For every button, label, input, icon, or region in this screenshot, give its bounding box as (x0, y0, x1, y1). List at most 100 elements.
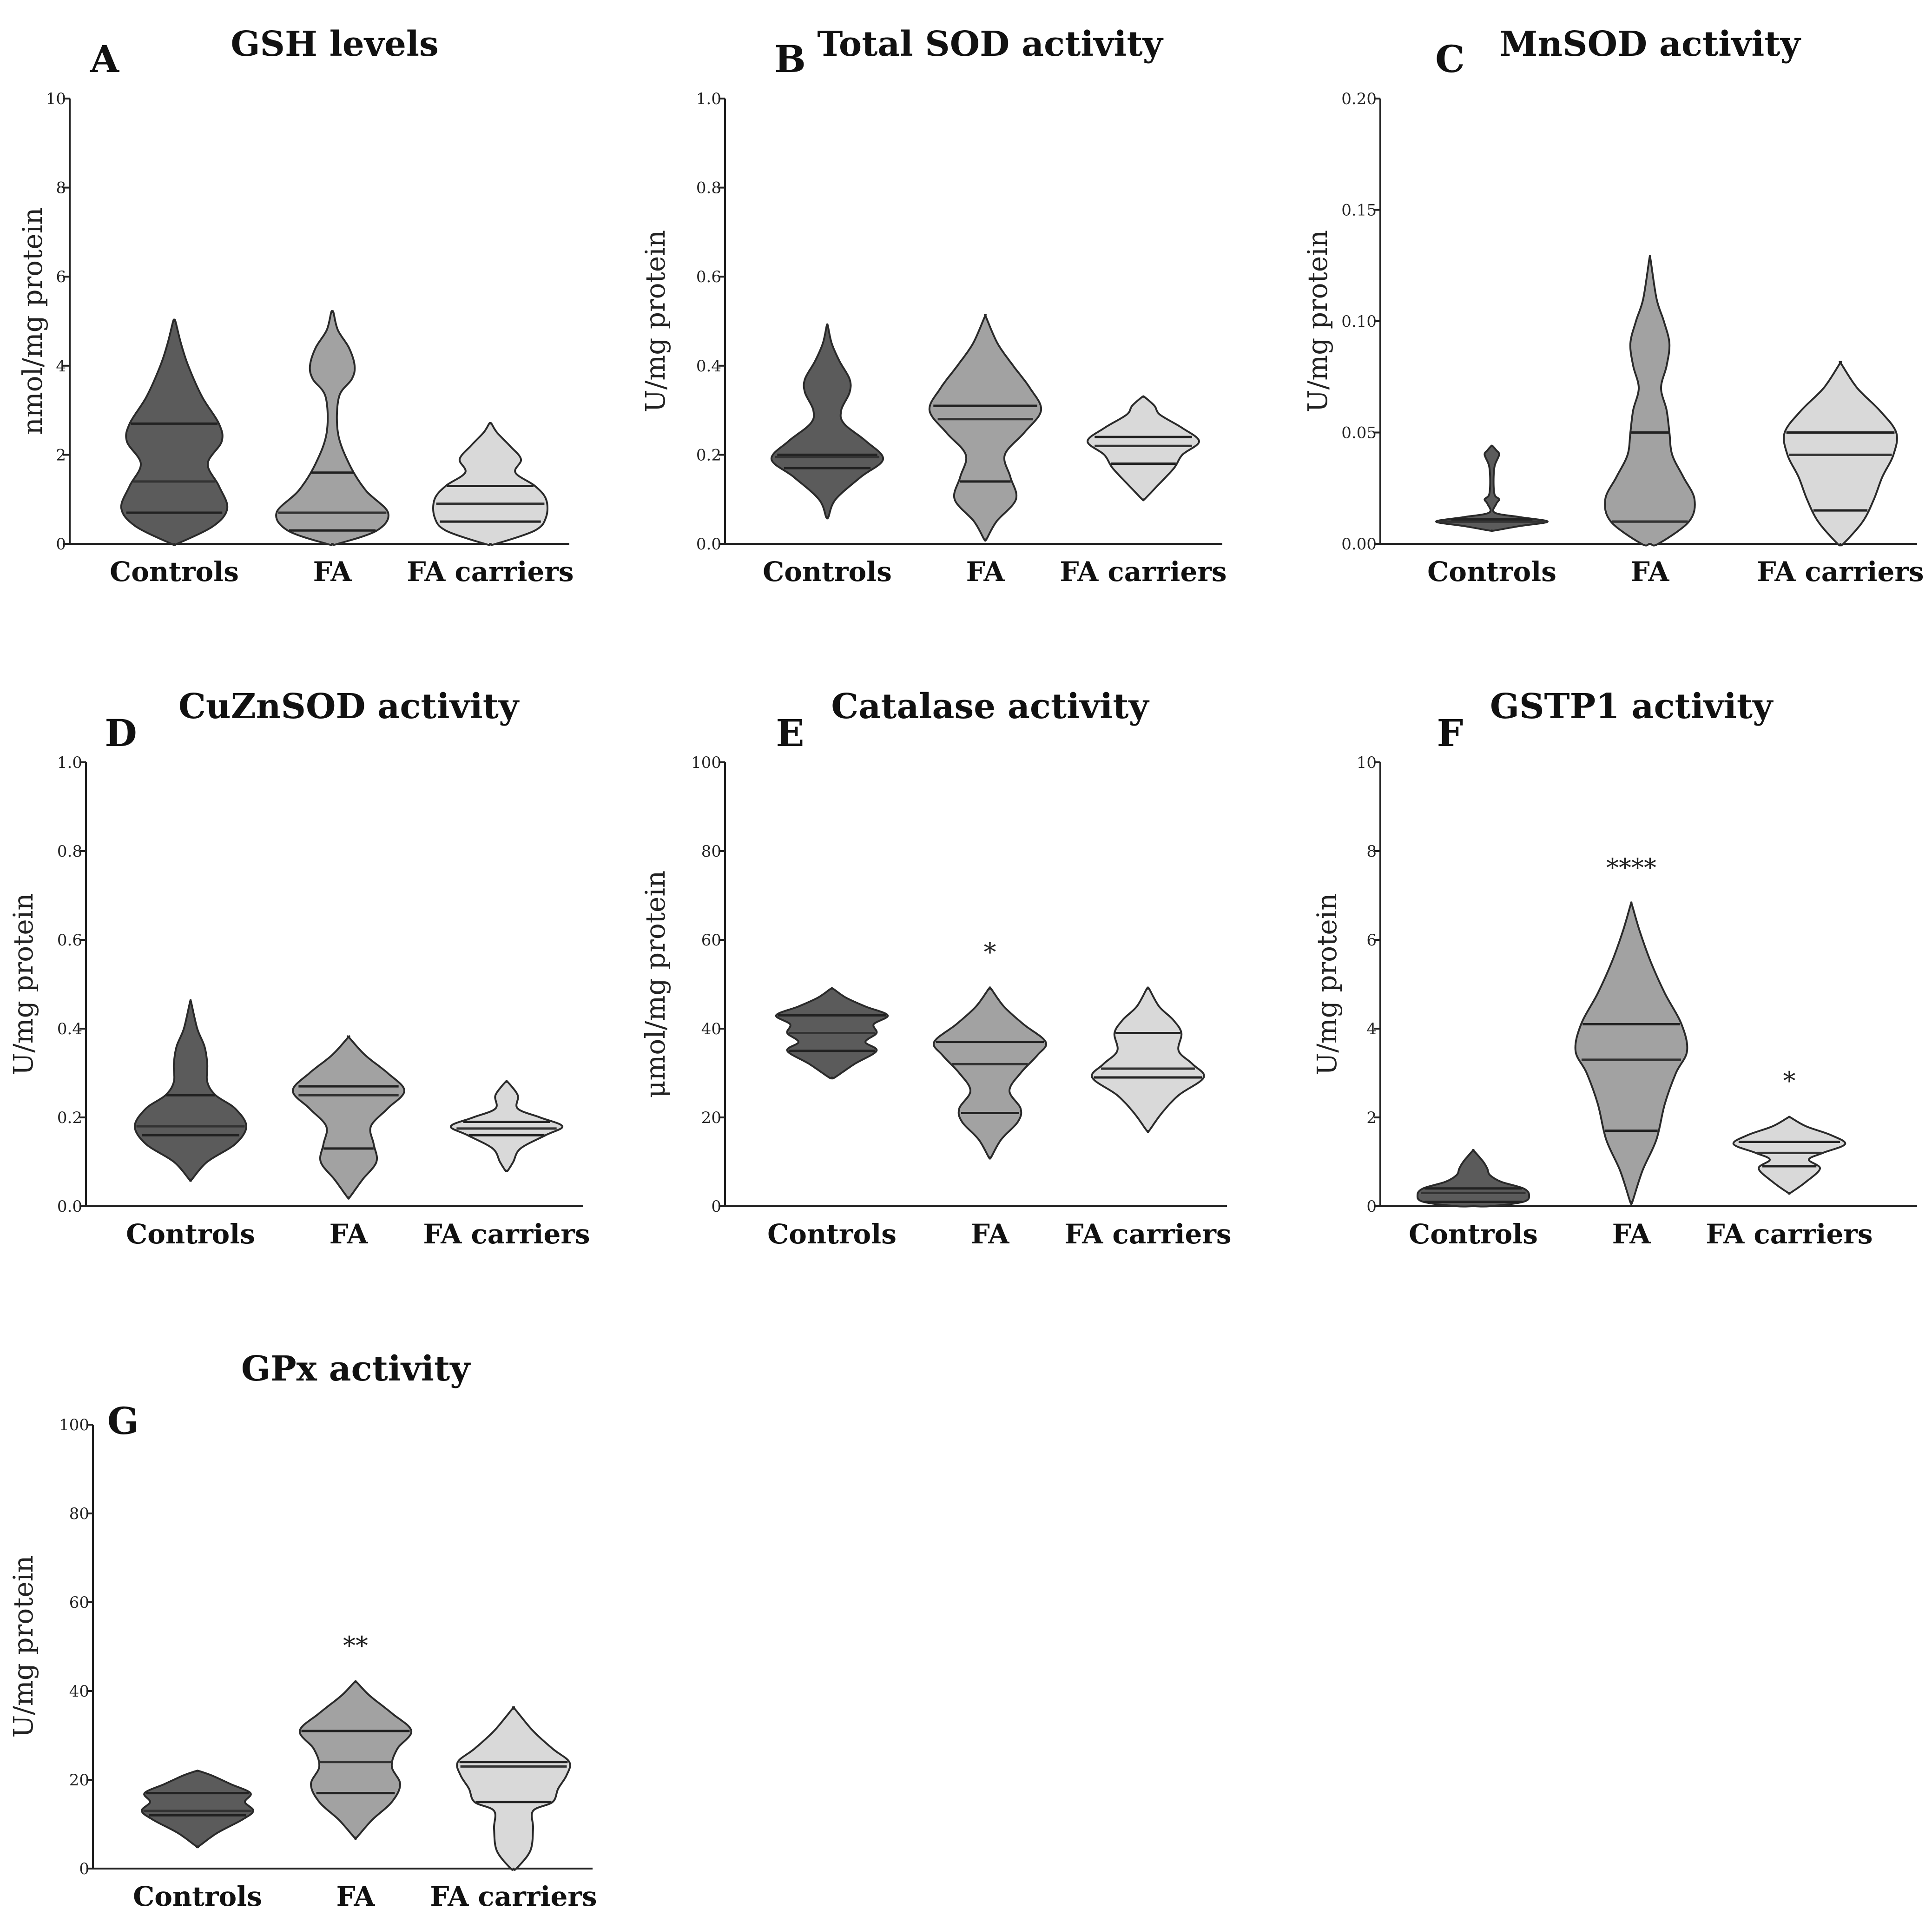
violin-controls (141, 1770, 254, 1849)
x-tick-label: Controls (126, 1218, 255, 1250)
violin-controls (133, 999, 248, 1182)
violin-fa-carriers (1086, 395, 1200, 502)
y-tick-label: 0.0 (57, 1197, 82, 1216)
y-axis-label: U/mg protein (1302, 230, 1333, 412)
x-tick-label: Controls (767, 1218, 897, 1250)
x-tick-label: Controls (763, 556, 892, 588)
violin-fa-carriers (456, 1706, 571, 1871)
x-tick-label: Controls (110, 556, 239, 588)
y-tick-label: 1.0 (57, 753, 82, 772)
violin-fa (299, 1680, 412, 1840)
panel-c: MnSOD activity C U/mg protein 0.00 0.05 0.10 0… (1302, 24, 1924, 588)
significance-marker: * (1783, 1066, 1796, 1096)
y-tick-label: 0 (56, 535, 66, 554)
significance-marker: * (984, 938, 996, 967)
x-tick-label: FA (966, 556, 1005, 588)
violin-fa (291, 1035, 406, 1200)
y-tick-label: 20 (69, 1771, 89, 1790)
x-tick-label: Controls (133, 1881, 262, 1912)
y-tick-label: 20 (701, 1109, 721, 1127)
panel-letter: E (776, 711, 804, 755)
y-tick-label: 4 (56, 357, 66, 376)
y-axis-label: nmol/mg protein (17, 207, 48, 435)
y-tick-label: 0.00 (1341, 535, 1377, 554)
y-tick-label: 8 (1366, 842, 1377, 861)
x-tick-label: FA carriers (1060, 556, 1226, 588)
y-tick-label: 0.15 (1341, 201, 1377, 220)
panel-title: Catalase activity (831, 687, 1149, 727)
panel-b: Total SOD activity B U/mg protein 0.0 0.2 0.4… (640, 24, 1227, 588)
y-tick-label: 0.05 (1341, 424, 1377, 443)
violin-fa-carriers (1732, 1116, 1846, 1195)
y-tick-label: 100 (691, 753, 721, 772)
y-tick-label: 0.8 (696, 179, 721, 198)
violin-fa (1574, 901, 1688, 1205)
y-tick-label: 60 (701, 931, 721, 950)
violin-fa-carriers (432, 422, 548, 546)
y-tick-label: 0.6 (57, 931, 82, 950)
violin-controls (1435, 444, 1549, 532)
x-tick-label: FA carriers (1757, 556, 1924, 588)
y-tick-label: 0.4 (57, 1020, 82, 1038)
y-tick-label: 0.2 (57, 1109, 82, 1127)
y-tick-label: 0.8 (57, 842, 82, 861)
violin-fa (928, 314, 1042, 542)
x-tick-label: FA (336, 1881, 376, 1912)
y-tick-label: 0.4 (696, 357, 721, 376)
panel-title: CuZnSOD activity (178, 687, 520, 727)
panel-title: MnSOD activity (1499, 24, 1801, 64)
y-axis-label: U/mg protein (7, 1555, 39, 1737)
panel-letter: D (105, 711, 137, 755)
panel-title: GSH levels (231, 24, 438, 64)
y-tick-label: 0.10 (1341, 312, 1377, 331)
x-tick-label: FA carriers (1064, 1218, 1231, 1250)
y-tick-label: 0 (1366, 1197, 1377, 1216)
y-tick-label: 80 (69, 1505, 89, 1523)
panel-letter: B (774, 37, 806, 81)
y-tick-label: 10 (1357, 753, 1377, 772)
panel-f: GSTP1 activity F U/mg protein 0 2 4 6 8 10 Contro… (1311, 687, 1917, 1250)
violin-fa-carriers (1091, 986, 1205, 1133)
violin-fa (275, 310, 389, 546)
x-tick-label: FA (1631, 556, 1670, 588)
significance-marker: ** (343, 1631, 368, 1660)
y-tick-label: 4 (1366, 1020, 1377, 1038)
y-axis-label: U/mg protein (7, 893, 39, 1075)
x-tick-label: FA (313, 556, 352, 588)
y-axis-label: μmol/mg protein (640, 871, 671, 1098)
violin-fa (932, 986, 1048, 1160)
x-tick-label: FA carriers (1706, 1218, 1873, 1250)
y-tick-label: 1.0 (696, 90, 721, 108)
y-tick-label: 0.6 (696, 268, 721, 286)
y-tick-label: 40 (69, 1682, 89, 1701)
x-tick-label: FA carriers (430, 1881, 597, 1912)
violin-controls (771, 323, 884, 520)
y-axis-label: U/mg protein (1311, 893, 1343, 1075)
panel-letter: C (1435, 37, 1465, 81)
panel-title: Total SOD activity (817, 24, 1163, 64)
y-tick-label: 10 (46, 90, 66, 108)
x-tick-label: Controls (1409, 1218, 1538, 1250)
x-tick-label: FA carriers (423, 1218, 590, 1250)
y-tick-label: 0.20 (1341, 90, 1377, 108)
y-axis-label: U/mg protein (640, 230, 671, 412)
violin-fa-carriers (450, 1080, 563, 1173)
y-tick-label: 80 (701, 842, 721, 861)
y-tick-label: 0.0 (696, 535, 721, 554)
significance-marker: **** (1606, 853, 1656, 883)
y-tick-label: 60 (69, 1593, 89, 1612)
x-tick-label: FA carriers (407, 556, 574, 588)
y-tick-label: 0 (79, 1860, 89, 1878)
y-tick-label: 8 (56, 179, 66, 198)
panel-title: GPx activity (241, 1349, 471, 1389)
y-tick-label: 0.2 (696, 446, 721, 464)
violin-controls (1416, 1149, 1530, 1208)
y-tick-label: 0 (711, 1197, 721, 1216)
x-tick-label: FA (1612, 1218, 1651, 1250)
panel-title: GSTP1 activity (1490, 687, 1774, 727)
panel-letter: F (1437, 711, 1464, 755)
x-tick-label: FA (971, 1218, 1010, 1250)
